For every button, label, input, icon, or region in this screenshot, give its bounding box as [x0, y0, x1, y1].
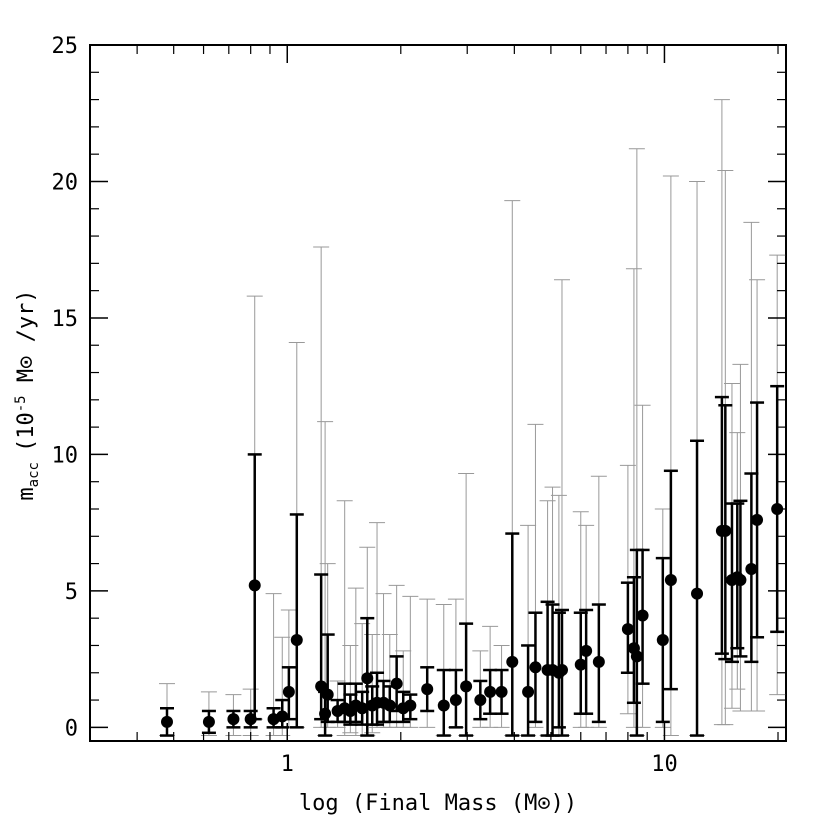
data-point: [630, 650, 643, 663]
inner-error-bars: [159, 384, 785, 737]
data-point: [691, 587, 704, 600]
data-point: [745, 563, 758, 576]
data-point: [495, 685, 508, 698]
data-point: [592, 655, 605, 668]
y-tick-label: 15: [52, 307, 79, 332]
y-axis-title-main: m: [14, 487, 39, 500]
y-tick-label: 20: [52, 170, 79, 195]
data-point: [719, 524, 732, 537]
data-point: [460, 680, 473, 693]
data-point: [383, 699, 396, 712]
data-point: [484, 685, 497, 698]
data-point: [636, 609, 649, 622]
data-points: [160, 503, 784, 728]
data-point: [390, 677, 403, 690]
data-point: [404, 699, 417, 712]
data-point: [160, 715, 173, 728]
y-axis-title: macc (10-5 M⊙ /yr): [13, 289, 42, 500]
data-point: [321, 688, 334, 701]
data-point: [449, 694, 462, 707]
data-point: [580, 644, 593, 657]
x-tick-label: 1: [281, 752, 294, 777]
data-point: [227, 713, 240, 726]
data-point: [276, 710, 289, 723]
data-point: [319, 707, 332, 720]
y-tick-label: 10: [52, 443, 79, 468]
data-point: [574, 658, 587, 671]
data-point: [656, 634, 669, 647]
y-axis-title-sup: -5: [13, 395, 29, 412]
x-axis-title: log (Final Mass (M⊙)): [299, 791, 577, 816]
data-point: [361, 672, 374, 685]
data-point: [356, 702, 369, 715]
data-point: [751, 513, 764, 526]
plot-frame: [89, 44, 787, 742]
data-point: [315, 680, 328, 693]
y-tick-label: 5: [65, 580, 78, 605]
data-point: [244, 713, 257, 726]
y-tick-label: 25: [52, 34, 79, 59]
y-axis-ticks: 0 5 10 15 20 25: [52, 34, 786, 741]
x-tick-label: 10: [651, 752, 678, 777]
data-point: [202, 715, 215, 728]
data-point: [248, 579, 261, 592]
y-axis-title-rest: (10: [14, 412, 39, 452]
data-point: [437, 699, 450, 712]
data-point: [734, 573, 747, 586]
data-point: [421, 683, 434, 696]
y-axis-title-tail: M⊙ /yr): [14, 289, 39, 395]
data-point: [474, 694, 487, 707]
outer-error-bars: [158, 99, 786, 737]
y-tick-label: 0: [65, 716, 78, 741]
data-point: [529, 661, 542, 674]
data-point: [621, 623, 634, 636]
data-point: [290, 634, 303, 647]
x-axis-ticks: 1 10: [136, 45, 779, 777]
data-point: [664, 573, 677, 586]
y-axis-title-sub: acc: [26, 462, 42, 487]
data-point: [522, 685, 535, 698]
data-point: [282, 685, 295, 698]
data-point: [555, 664, 568, 677]
data-point: [506, 655, 519, 668]
